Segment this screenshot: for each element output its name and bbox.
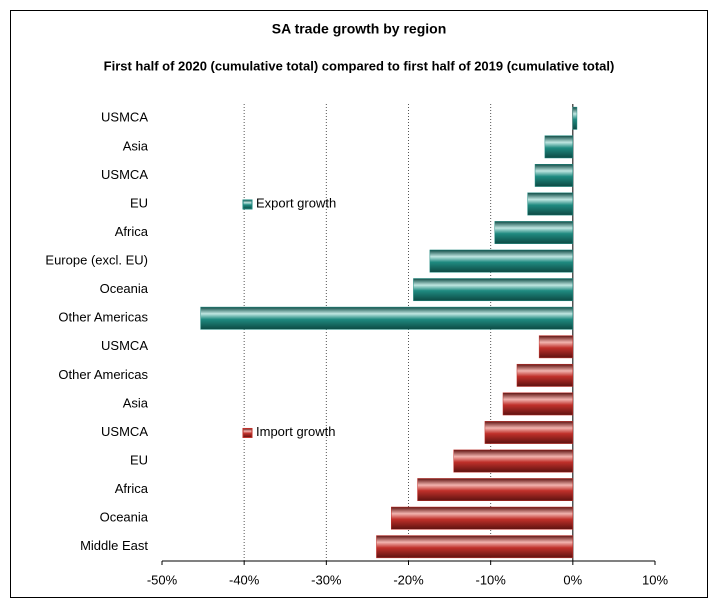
y-tick-label: Other Americas xyxy=(58,367,148,382)
bar xyxy=(484,421,574,444)
y-tick-label: Africa xyxy=(115,224,149,239)
chart-title: SA trade growth by region xyxy=(272,21,447,37)
y-tick-label: Europe (excl. EU) xyxy=(45,253,148,268)
bar xyxy=(534,164,574,187)
bar xyxy=(538,335,574,359)
legend-label: Import growth xyxy=(256,424,335,439)
x-tick-label: -10% xyxy=(475,572,506,587)
legend-label: Export growth xyxy=(256,195,336,210)
bar xyxy=(429,249,574,273)
x-tick-label: 10% xyxy=(642,572,668,587)
legend-swatch xyxy=(242,199,253,210)
y-tick-label: EU xyxy=(130,452,148,467)
x-tick-label: -30% xyxy=(311,572,342,587)
x-tick-label: 0% xyxy=(563,572,582,587)
y-tick-label: Oceania xyxy=(100,281,149,296)
y-tick-label: USMCA xyxy=(101,110,148,125)
legend-swatch xyxy=(242,427,253,438)
y-tick-label: Other Americas xyxy=(58,310,148,325)
bar xyxy=(376,535,574,559)
y-tick-label: Asia xyxy=(123,138,149,153)
y-tick-label: Middle East xyxy=(80,538,148,553)
chart-subtitle: First half of 2020 (cumulative total) co… xyxy=(104,58,615,73)
bar xyxy=(390,506,574,530)
y-tick-label: USMCA xyxy=(101,338,148,353)
y-tick-label: Asia xyxy=(123,395,149,410)
bar xyxy=(453,449,574,473)
y-tick-label: USMCA xyxy=(101,424,148,439)
chart-border xyxy=(10,10,708,598)
y-tick-label: EU xyxy=(130,195,148,210)
y-tick-label: USMCA xyxy=(101,167,148,182)
bar xyxy=(494,221,574,244)
y-tick-label: Africa xyxy=(115,481,149,496)
bar xyxy=(200,306,574,330)
bar xyxy=(502,392,574,416)
x-tick-label: -40% xyxy=(229,572,260,587)
bar xyxy=(572,106,578,130)
bar xyxy=(413,278,574,302)
x-tick-label: -50% xyxy=(147,572,178,587)
y-tick-label: Oceania xyxy=(100,510,149,525)
bar xyxy=(527,192,574,216)
bar xyxy=(516,363,574,387)
bar xyxy=(417,478,574,501)
x-tick-label: -20% xyxy=(393,572,424,587)
bar xyxy=(544,135,574,159)
